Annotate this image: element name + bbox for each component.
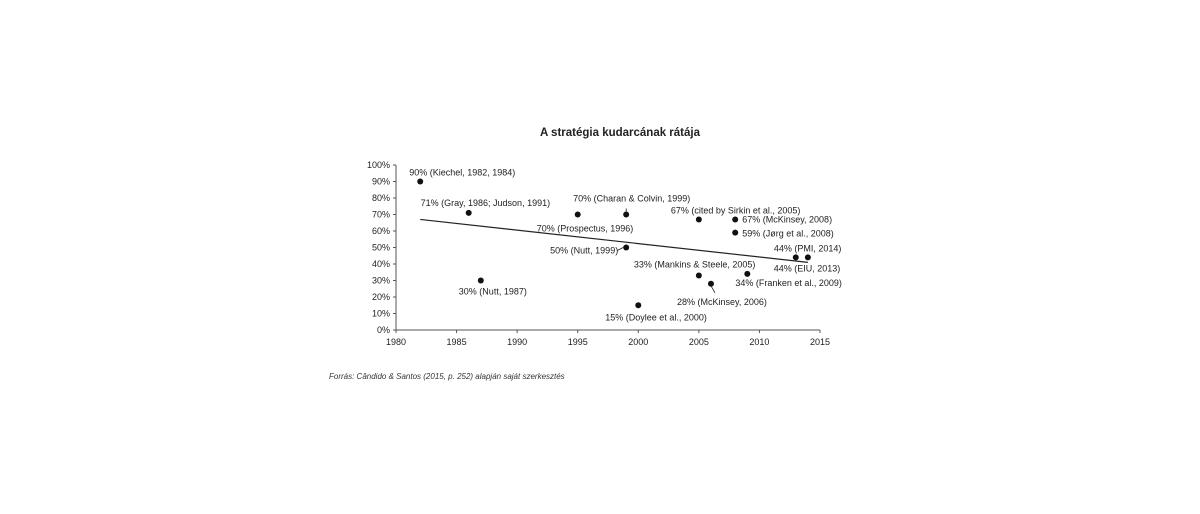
data-label: 34% (Franken et al., 2009) <box>735 278 842 288</box>
y-tick-label: 70% <box>372 210 390 220</box>
data-label: 67% (McKinsey, 2008) <box>742 214 832 224</box>
data-point <box>707 280 714 287</box>
y-tick-label: 0% <box>377 325 390 335</box>
x-tick-label: 2010 <box>749 337 769 347</box>
data-label: 70% (Charan & Colvin, 1999) <box>573 194 690 204</box>
y-tick-label: 100% <box>367 160 390 170</box>
data-point <box>623 211 630 218</box>
trendline-group <box>420 218 808 263</box>
data-label: 30% (Nutt, 1987) <box>459 287 527 297</box>
data-point <box>695 272 702 279</box>
data-point <box>635 302 642 309</box>
y-tick-label: 80% <box>372 193 390 203</box>
data-label: 67% (cited by Sirkin et al., 2005) <box>671 205 801 215</box>
data-labels: 90% (Kiechel, 1982, 1984) 71% (Gray, 1986… <box>409 168 842 323</box>
source-note: Forrás: Cândido & Santos (2015, p. 252) … <box>329 372 565 381</box>
data-label: 44% (EIU, 2013) <box>774 263 841 273</box>
data-label: 71% (Gray, 1986; Judson, 1991) <box>421 198 550 208</box>
x-tick-label: 1990 <box>507 337 527 347</box>
leader-lines <box>616 208 716 293</box>
y-tick-label: 30% <box>372 276 390 286</box>
x-tick-label: 1980 <box>386 337 406 347</box>
data-point <box>574 211 581 218</box>
data-label: 28% (McKinsey, 2006) <box>677 297 767 307</box>
data-label: 90% (Kiechel, 1982, 1984) <box>409 168 515 178</box>
data-label: 70% (Prospectus, 1996) <box>537 224 634 234</box>
data-label: 33% (Mankins & Steele, 2005) <box>634 260 756 270</box>
y-tick-label: 20% <box>372 292 390 302</box>
y-tick-label: 60% <box>372 226 390 236</box>
y-tick-label: 50% <box>372 243 390 253</box>
chart-axes: 0% 10% 20% 30% 40% 50% 60% 70% 80% 90% 100% 1980 198… <box>367 160 830 347</box>
data-label: 44% (PMI, 2014) <box>774 243 842 253</box>
data-points <box>417 178 811 309</box>
chart-title: A stratégia kudarcának rátája <box>539 127 700 139</box>
data-label: 50% (Nutt, 1999) <box>550 246 618 256</box>
x-tick-label: 2000 <box>628 337 648 347</box>
data-point <box>465 209 472 216</box>
y-tick-label: 40% <box>372 259 390 269</box>
data-label: 59% (Jørg et al., 2008) <box>742 229 834 239</box>
trendline <box>420 218 808 263</box>
x-tick-label: 2005 <box>689 337 709 347</box>
leader-line <box>616 247 624 251</box>
data-point <box>477 277 484 284</box>
x-tick-label: 1995 <box>568 337 588 347</box>
x-tick-label: 2015 <box>810 337 830 347</box>
y-tick-label: 10% <box>372 309 390 319</box>
data-point <box>804 254 811 261</box>
data-point <box>744 270 751 277</box>
leader-line <box>710 285 716 293</box>
data-point <box>623 244 630 251</box>
x-tick-label: 1985 <box>447 337 467 347</box>
data-label: 15% (Doylee et al., 2000) <box>605 312 707 322</box>
y-tick-label: 90% <box>372 177 390 187</box>
data-point <box>695 216 702 223</box>
data-point <box>732 216 739 223</box>
data-point <box>417 178 424 185</box>
data-point <box>732 229 739 236</box>
data-point <box>792 254 799 261</box>
